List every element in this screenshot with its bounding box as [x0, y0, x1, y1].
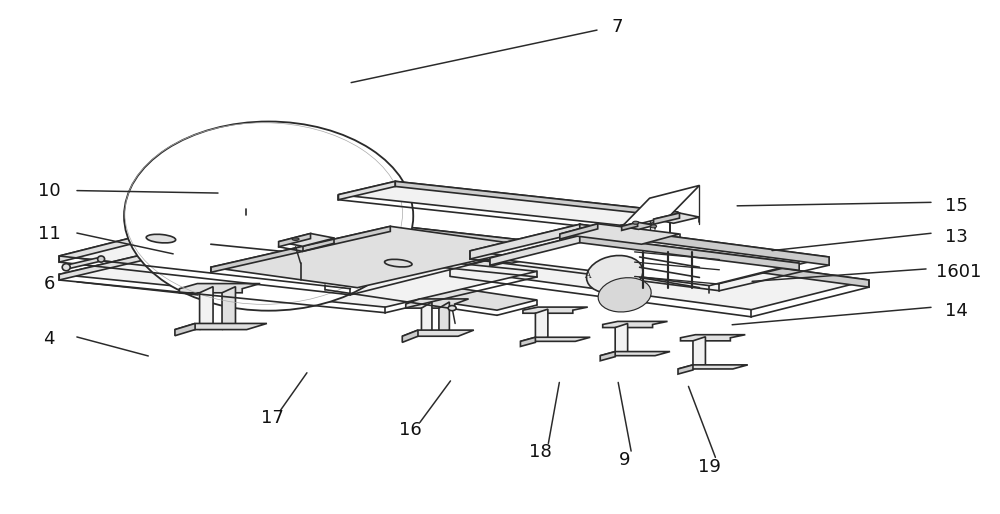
Polygon shape: [402, 330, 418, 342]
Polygon shape: [395, 242, 418, 251]
Text: 19: 19: [698, 457, 721, 475]
Polygon shape: [568, 240, 869, 287]
Polygon shape: [395, 242, 535, 263]
Ellipse shape: [124, 121, 413, 310]
Polygon shape: [66, 257, 101, 269]
Ellipse shape: [651, 225, 657, 228]
Polygon shape: [654, 213, 699, 223]
Text: 15: 15: [945, 197, 968, 215]
Text: 11: 11: [38, 225, 61, 243]
Polygon shape: [470, 224, 829, 284]
Polygon shape: [59, 238, 537, 307]
Polygon shape: [535, 309, 548, 341]
Polygon shape: [211, 226, 390, 272]
Text: 1601: 1601: [936, 263, 981, 281]
Polygon shape: [490, 235, 799, 286]
Polygon shape: [246, 209, 537, 248]
Text: 7: 7: [612, 18, 623, 36]
Text: 16: 16: [399, 421, 422, 439]
Polygon shape: [222, 287, 235, 329]
Polygon shape: [678, 365, 693, 374]
Polygon shape: [59, 209, 246, 262]
Polygon shape: [520, 337, 535, 346]
Text: 4: 4: [44, 330, 55, 348]
Polygon shape: [523, 307, 588, 313]
Text: 17: 17: [261, 409, 284, 427]
Ellipse shape: [146, 234, 176, 243]
Polygon shape: [654, 213, 680, 224]
Ellipse shape: [292, 238, 299, 241]
Polygon shape: [211, 226, 537, 288]
Polygon shape: [279, 233, 311, 247]
Polygon shape: [693, 337, 705, 369]
Ellipse shape: [586, 255, 643, 293]
Polygon shape: [520, 337, 590, 341]
Polygon shape: [603, 321, 668, 327]
Polygon shape: [580, 224, 829, 265]
Polygon shape: [560, 224, 598, 239]
Polygon shape: [450, 240, 568, 277]
Polygon shape: [175, 323, 195, 336]
Polygon shape: [560, 224, 680, 244]
Polygon shape: [175, 323, 267, 329]
Polygon shape: [200, 287, 213, 329]
Ellipse shape: [385, 260, 412, 267]
Polygon shape: [600, 352, 670, 356]
Text: 13: 13: [945, 228, 968, 246]
Ellipse shape: [598, 278, 651, 312]
Polygon shape: [600, 352, 615, 361]
Polygon shape: [338, 181, 395, 200]
Polygon shape: [406, 299, 469, 308]
Polygon shape: [59, 238, 211, 280]
Text: 18: 18: [529, 443, 551, 461]
Polygon shape: [490, 235, 580, 265]
Ellipse shape: [448, 305, 456, 310]
Text: 10: 10: [38, 181, 61, 199]
Polygon shape: [680, 335, 745, 341]
Text: 14: 14: [945, 302, 968, 320]
Polygon shape: [620, 186, 699, 229]
Polygon shape: [279, 233, 334, 246]
Ellipse shape: [98, 256, 105, 262]
Polygon shape: [59, 209, 537, 289]
Polygon shape: [325, 274, 365, 290]
Polygon shape: [395, 181, 678, 217]
Ellipse shape: [633, 221, 639, 224]
Polygon shape: [402, 330, 474, 336]
Ellipse shape: [62, 264, 70, 271]
Polygon shape: [615, 323, 628, 356]
Text: 6: 6: [44, 274, 55, 292]
Polygon shape: [450, 240, 869, 309]
Text: 9: 9: [619, 451, 630, 469]
Text: A: A: [585, 271, 591, 280]
Polygon shape: [470, 224, 580, 259]
Polygon shape: [338, 181, 678, 225]
Polygon shape: [179, 284, 260, 293]
Polygon shape: [622, 222, 655, 229]
Polygon shape: [439, 302, 449, 336]
Polygon shape: [622, 222, 638, 230]
Polygon shape: [580, 235, 799, 270]
Polygon shape: [325, 274, 537, 310]
Polygon shape: [421, 302, 432, 336]
Polygon shape: [678, 365, 748, 369]
